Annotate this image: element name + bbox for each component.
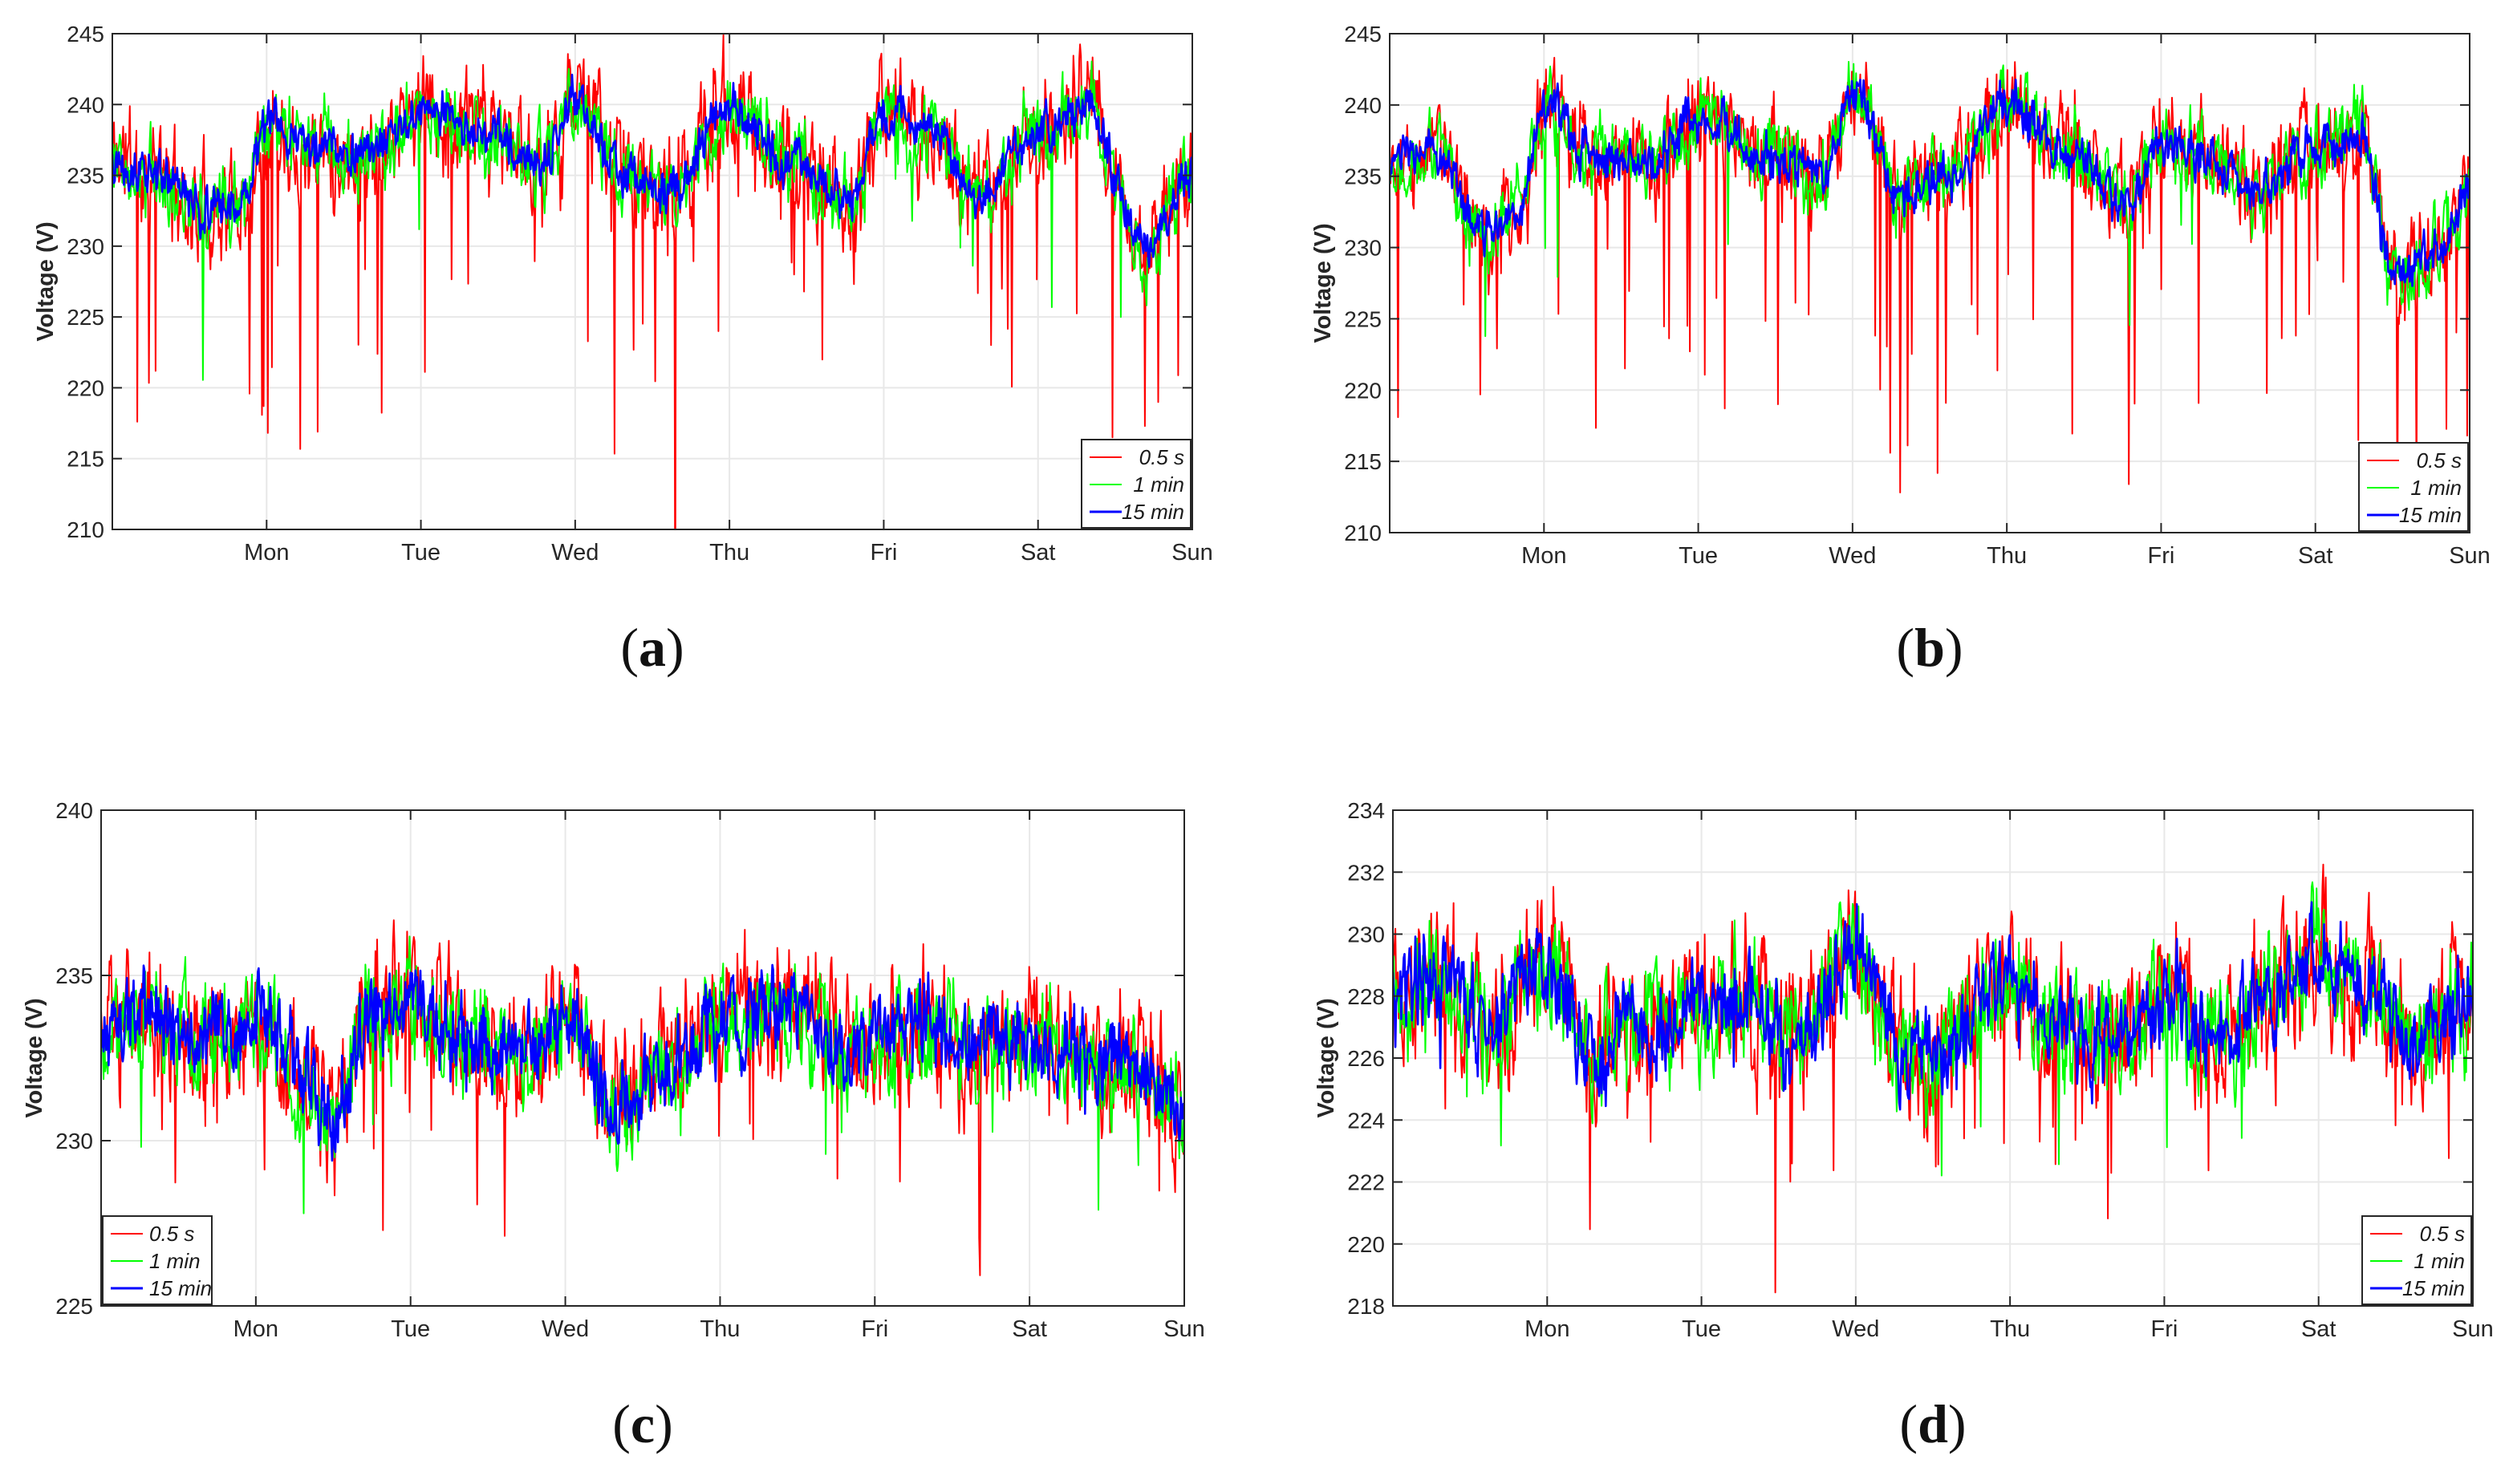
y-tick-label: 232 [1347,860,1385,885]
y-tick-label: 222 [1347,1170,1385,1195]
x-tick-label: Mon [244,540,289,566]
y-tick-label: 235 [1344,164,1382,189]
y-tick-label: 230 [1344,236,1382,261]
legend-label: 1 min [2410,476,2462,500]
y-tick-label: 220 [1344,378,1382,403]
chart-panel-a: 210 215 220 225 230 235 240 245 Mon Tue Wed Thu Fri S… [33,22,1213,678]
legend-label: 15 min [1122,500,1184,524]
axes-frame [100,809,1185,1307]
y-tick-label: 215 [67,447,104,472]
x-tick-label: Sat [2298,543,2333,569]
x-tick-label: Sat [1021,540,1056,566]
x-tick-label: Fri [871,540,898,566]
x-tick-label: Tue [1682,1316,1721,1342]
y-tick-label: 210 [67,517,104,542]
y-tick-label: 224 [1347,1108,1385,1133]
y-tick-label: 230 [1347,922,1385,947]
x-tick-label: Wed [1832,1316,1879,1342]
y-tick-label: 245 [1344,22,1382,47]
series-line-1-min [1393,881,2473,1177]
legend-box [2361,1215,2472,1305]
y-axis-label: Voltage (V) [1310,223,1336,343]
y-tick-label: 220 [1347,1232,1385,1257]
y-tick-label: 235 [55,963,93,988]
x-tick-label: Sun [1163,1316,1205,1342]
y-tick-label: 228 [1347,984,1385,1009]
series-line-15-min [1390,79,2470,287]
legend-label: 1 min [1133,472,1184,497]
legend-label: 15 min [2399,503,2462,527]
x-tick-label: Thu [700,1316,740,1342]
panel-caption: (b) [1896,617,1963,678]
y-tick-label: 235 [67,164,104,189]
y-tick-label: 234 [1347,798,1385,823]
legend-label: 1 min [2414,1249,2465,1273]
legend-label: 15 min [149,1276,212,1300]
y-tick-label: 240 [1344,93,1382,118]
legend-label: 0.5 s [1139,445,1184,469]
legend-label: 0.5 s [149,1222,194,1246]
legend: 0.5 s 1 min 15 min [2361,1215,2472,1305]
y-tick-label: 245 [67,22,104,47]
series-line-15-min [112,73,1192,268]
x-tick-label: Sun [2449,543,2491,569]
legend: 0.5 s 1 min 15 min [1081,439,1192,529]
x-tick-label: Sat [1012,1316,1047,1342]
y-tick-label: 218 [1347,1294,1385,1319]
y-tick-label: 225 [67,305,104,330]
x-tick-label: Thu [709,540,749,566]
y-tick-label: 215 [1344,449,1382,474]
x-tick-label: Fri [2148,543,2175,569]
panel-caption: (a) [620,617,684,678]
y-tick-label: 225 [55,1294,93,1319]
legend: 0.5 s 1 min 15 min [2358,442,2469,532]
y-axis-label: Voltage (V) [1313,998,1339,1117]
legend-label: 0.5 s [2417,448,2462,472]
y-tick-label: 240 [55,798,93,823]
x-tick-label: Sat [2301,1316,2336,1342]
x-tick-label: Mon [233,1316,278,1342]
y-tick-label: 226 [1347,1046,1385,1071]
legend-label: 0.5 s [2420,1222,2465,1246]
x-tick-label: Thu [1990,1316,2030,1342]
legend: 0.5 s 1 min 15 min [102,1215,213,1305]
series-line-15-min [1393,901,2473,1111]
x-tick-label: Tue [391,1316,430,1342]
y-axis-label: Voltage (V) [22,998,47,1117]
y-tick-label: 240 [67,92,104,117]
axes-frame [112,33,1193,530]
x-tick-label: Wed [551,540,599,566]
legend-label: 15 min [2402,1276,2465,1300]
x-tick-label: Sun [1171,540,1213,566]
x-tick-label: Mon [1524,1316,1569,1342]
x-tick-label: Wed [1829,543,1876,569]
series-line-0-5-s [1390,56,2470,511]
chart-panel-c: 225 230 235 240 Mon Tue Wed Thu Fri Sat Sun Voltage… [22,798,1205,1454]
series-line-1-min [112,60,1192,381]
legend-label: 1 min [149,1249,201,1273]
x-tick-label: Tue [401,540,440,566]
y-tick-label: 225 [1344,306,1382,331]
x-tick-label: Thu [1987,543,2027,569]
x-tick-label: Tue [1679,543,1718,569]
y-axis-label: Voltage (V) [33,221,59,341]
y-tick-label: 220 [67,375,104,400]
y-tick-label: 210 [1344,521,1382,545]
chart-panel-d: 218 220 222 224 226 228 230 232 234 Mon Tue Wed Thu F… [1313,798,2494,1454]
x-tick-label: Sun [2452,1316,2494,1342]
x-tick-label: Fri [2151,1316,2178,1342]
x-tick-label: Mon [1521,543,1566,569]
series-line-15-min [101,963,1184,1162]
x-tick-label: Wed [542,1316,589,1342]
y-tick-label: 230 [55,1129,93,1154]
panel-caption: (d) [1899,1393,1966,1454]
chart-panel-b: 210 215 220 225 230 235 240 245 Mon Tue Wed Thu Fri S… [1310,22,2491,678]
panel-caption: (c) [612,1393,673,1454]
x-tick-label: Fri [861,1316,888,1342]
y-tick-label: 230 [67,234,104,259]
axes-frame [1389,33,2470,533]
